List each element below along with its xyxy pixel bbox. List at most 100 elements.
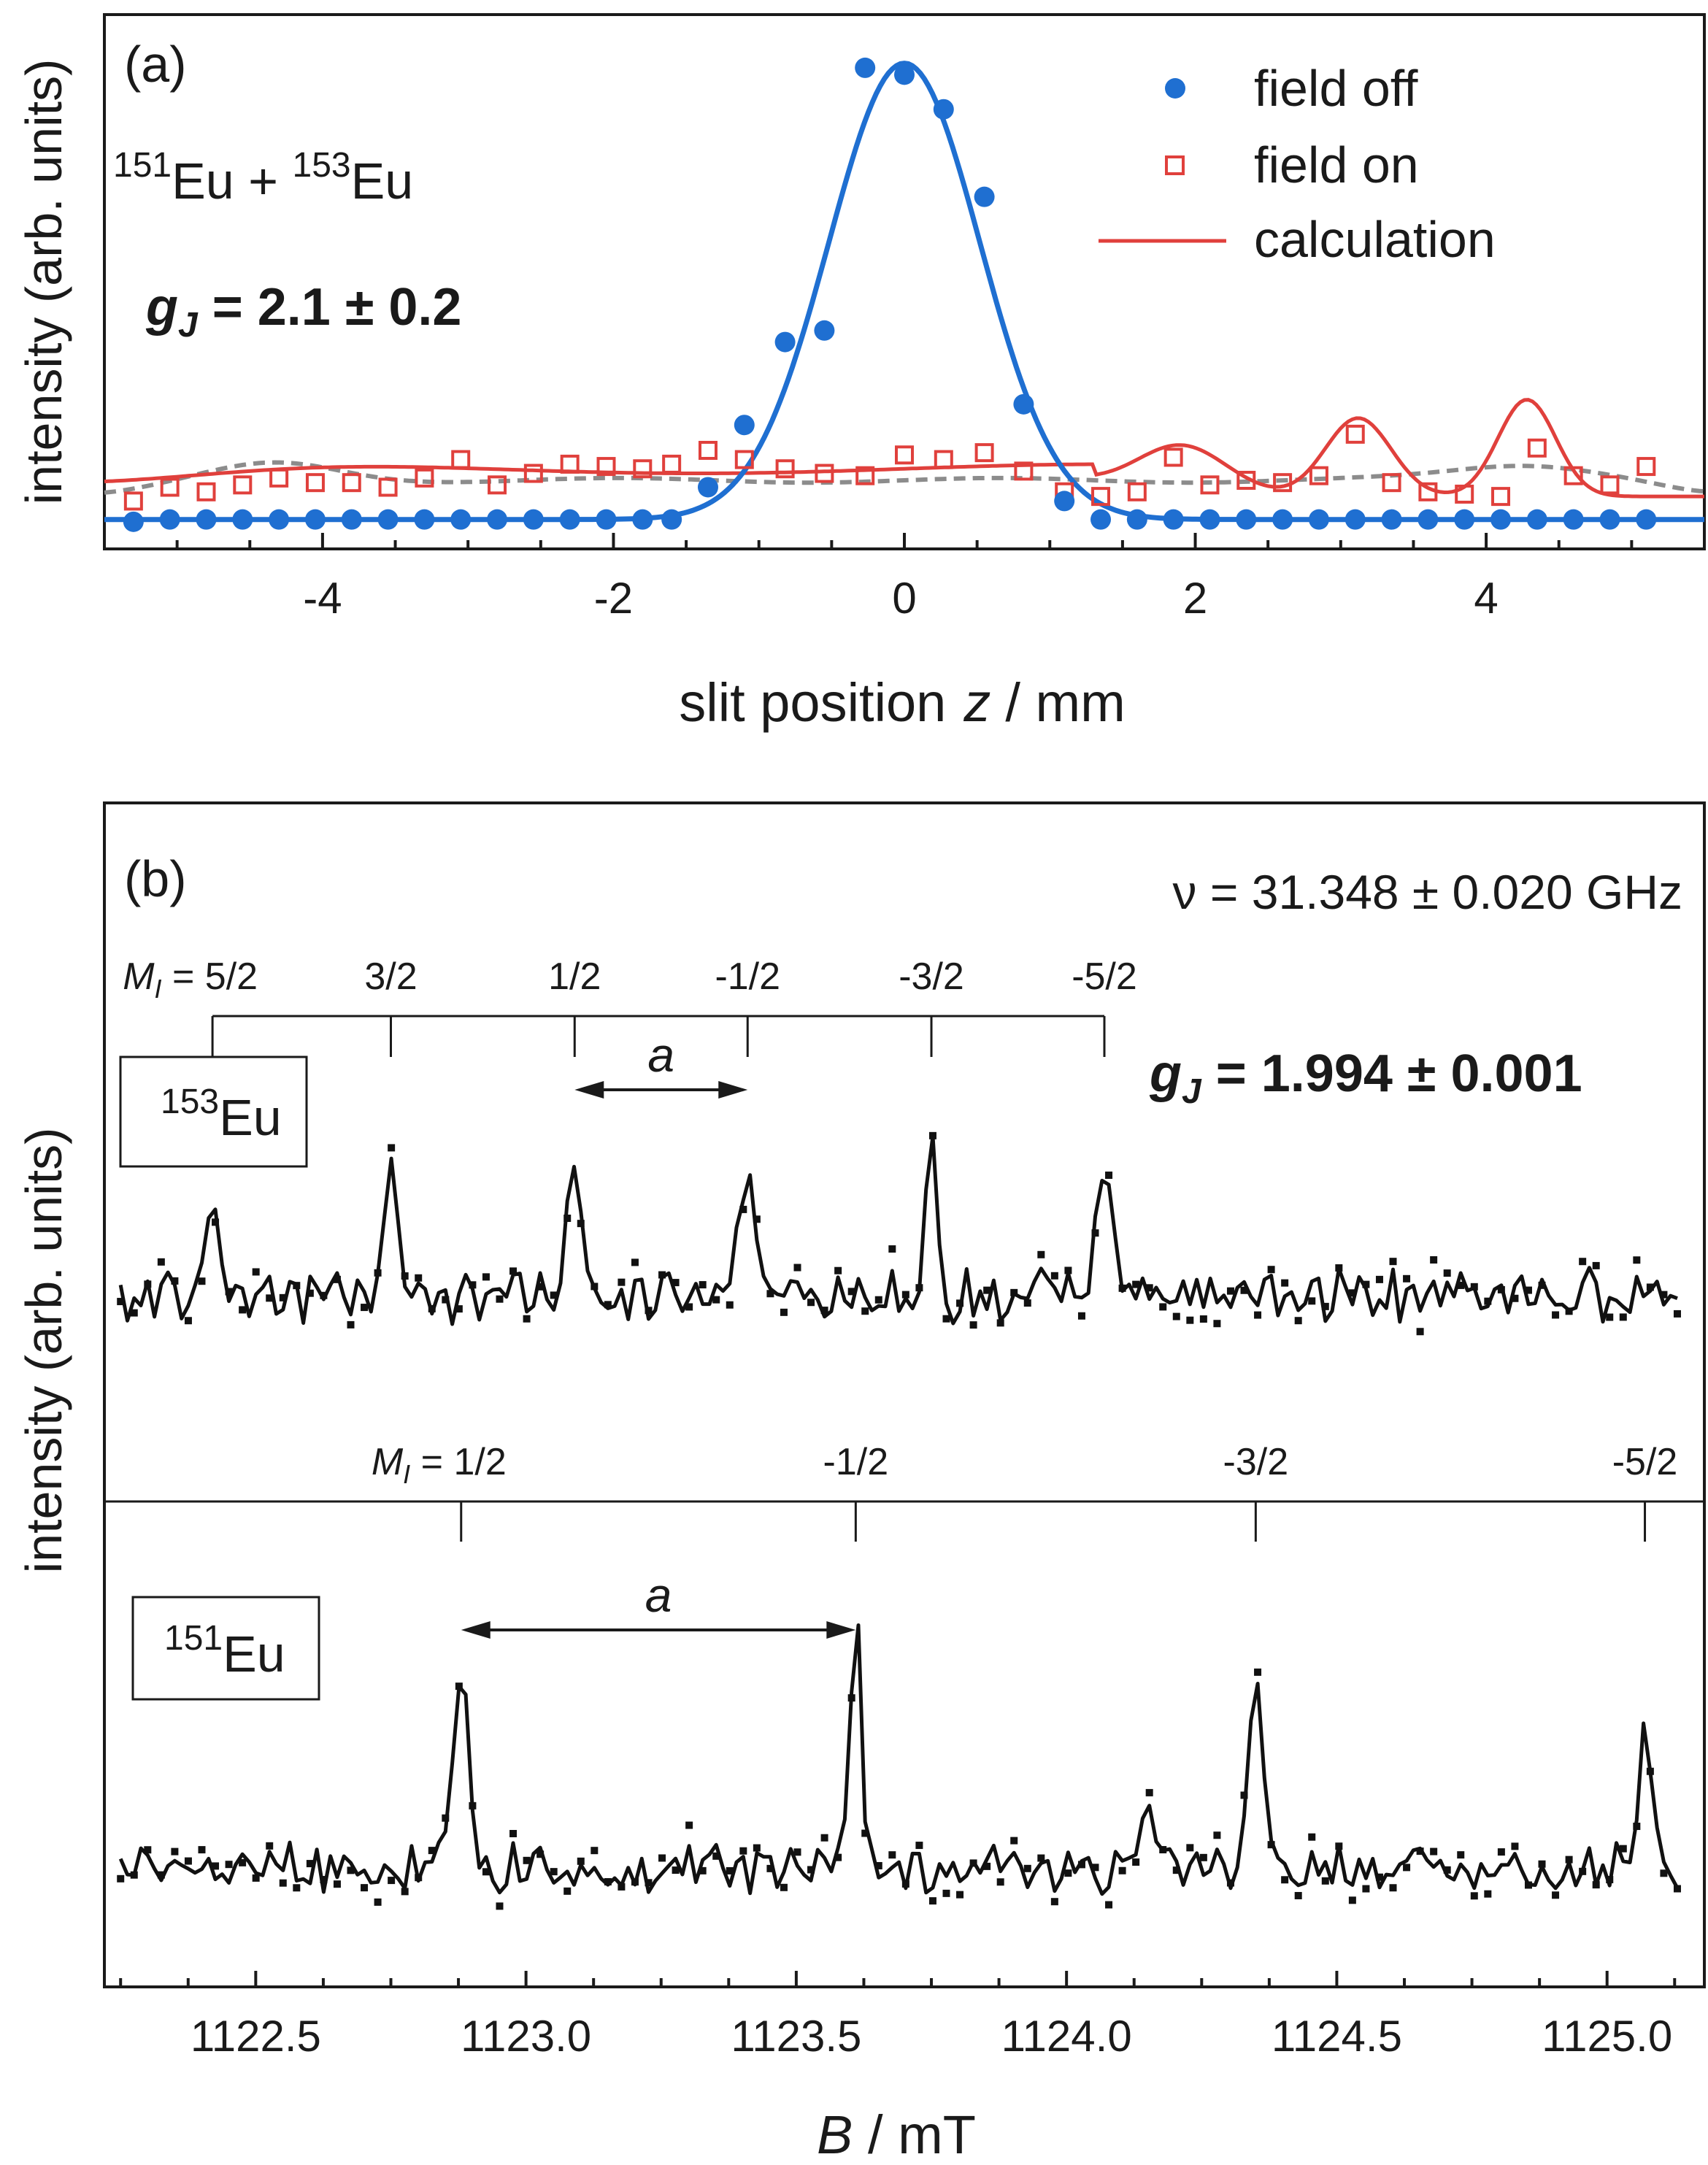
eu153-data-point — [780, 1308, 788, 1316]
eu151-data-point — [1050, 1898, 1058, 1906]
eu151-data-point — [333, 1880, 341, 1888]
eu153-data-point — [739, 1205, 747, 1213]
eu153-data-point — [1552, 1311, 1560, 1319]
eu151-data-point — [374, 1898, 382, 1906]
eu153-data-point — [239, 1306, 247, 1314]
eu153-data-point — [1673, 1310, 1681, 1318]
x-tick-label-b: 1123.5 — [731, 2012, 861, 2061]
eu151-data-point — [1335, 1842, 1343, 1850]
eu153-data-point — [1592, 1261, 1600, 1269]
field-off-point — [450, 509, 472, 530]
eu153-data-point — [1565, 1307, 1573, 1315]
eu153-data-point — [536, 1283, 545, 1291]
eu151-sup: 151 — [164, 1619, 223, 1658]
field-off-point — [523, 509, 544, 530]
eu151-mi-label: MI = 1/2 — [372, 1441, 507, 1489]
field-on-point — [560, 454, 580, 474]
eu151-data-point — [1389, 1884, 1397, 1892]
eu151-data-point — [1673, 1885, 1681, 1893]
eu151-data-point — [766, 1864, 774, 1872]
eu151-data-point — [739, 1847, 747, 1855]
eu151-data-point — [293, 1884, 301, 1892]
eu151-data-point — [482, 1868, 490, 1876]
field-off-point — [1308, 509, 1329, 530]
eu153-data-point — [1416, 1328, 1424, 1336]
field-off-point — [1272, 509, 1293, 530]
eu151-data-point — [1267, 1841, 1275, 1849]
x-tick-label-b: 1124.0 — [1001, 2012, 1132, 2061]
field-on-point — [698, 440, 718, 460]
eu153-label: 153Eu — [161, 1082, 282, 1146]
field-on-point — [269, 468, 289, 488]
eu153-mi-label: -3/2 — [899, 955, 964, 998]
field-on-point — [1127, 482, 1147, 501]
field-off-point — [1490, 509, 1512, 530]
eu153-data-point — [184, 1317, 192, 1325]
gj-b-sub: J — [1182, 1072, 1202, 1111]
field-on-point — [1600, 475, 1620, 495]
eu153-data-point — [901, 1291, 909, 1299]
field-off-point — [559, 509, 580, 530]
x-axis-a-main: slit position — [679, 672, 946, 733]
eu151-box — [131, 1596, 320, 1701]
nu-label: ν = 31.348 ± 0.020 GHz — [1173, 865, 1682, 919]
eu151-data-point — [820, 1834, 828, 1842]
x-axis-label-b: B / mT — [817, 2104, 976, 2165]
field-on-point — [1309, 466, 1328, 485]
eu151-data-point — [847, 1694, 855, 1702]
eu151-data-point — [1430, 1847, 1438, 1856]
eu151-data-point — [239, 1858, 247, 1866]
field-on-point — [1636, 457, 1656, 477]
field-on-point — [342, 473, 361, 493]
eu151-data-point — [1226, 1879, 1234, 1887]
eu153-data-point — [1077, 1312, 1085, 1320]
panel-b-x-ticks — [119, 1971, 1677, 1987]
eu151-data-point — [1348, 1896, 1356, 1904]
eu151-data-point — [1646, 1767, 1654, 1775]
eu153-data-point — [1091, 1229, 1099, 1237]
field-off-point — [974, 186, 995, 207]
field-on-point — [1563, 466, 1583, 485]
eu151-data-point — [1416, 1847, 1424, 1856]
field-off-point — [1563, 509, 1584, 530]
eu153-data-point — [415, 1274, 423, 1282]
eu153-data-point — [712, 1296, 720, 1304]
eu153-data-point — [1240, 1286, 1248, 1294]
gj-a-symbol: g — [145, 278, 178, 337]
field-on-point — [974, 443, 994, 463]
eu151-data-point — [807, 1866, 815, 1874]
field-on-point — [523, 464, 543, 483]
eu151-data-point — [1403, 1864, 1411, 1872]
eu151-data-point — [442, 1814, 450, 1822]
eu153-data-point — [1430, 1255, 1438, 1264]
eu151-data-point — [306, 1860, 314, 1868]
eu151-data-point — [1037, 1854, 1045, 1862]
eu153-data-point — [672, 1279, 680, 1287]
field-on-point — [633, 459, 653, 479]
field-on-point — [775, 459, 795, 479]
eu153-data-point — [983, 1286, 991, 1294]
y-axis-label-a: intensity (arb. units) — [15, 59, 72, 505]
eu151-mi-labels: MI = 1/2 -1/2 -3/2 -5/2 — [372, 1441, 1677, 1489]
field-on-point — [1418, 482, 1438, 501]
eu151-data-point — [266, 1842, 274, 1850]
eu151-data-point — [1199, 1853, 1207, 1861]
eu153-data-point — [1010, 1288, 1018, 1296]
eu153-data-point — [347, 1320, 355, 1328]
eu153-data-point — [685, 1303, 693, 1311]
eu151-data-point — [198, 1846, 206, 1854]
field-off-point — [632, 509, 653, 530]
iso-151-sup: 151 — [113, 146, 172, 185]
field-off-point — [774, 331, 796, 353]
eu153-data-point — [198, 1277, 206, 1285]
eu151-data-point — [1660, 1869, 1668, 1877]
eu153-data-point — [604, 1301, 612, 1309]
eu153-data-point — [1538, 1281, 1546, 1289]
eu153-data-point — [618, 1278, 626, 1286]
field-off-point — [661, 509, 682, 530]
field-on-point — [1455, 484, 1474, 504]
iso-eu: Eu — [351, 153, 414, 209]
eu153-data-point — [496, 1295, 504, 1303]
eu151-data-point — [1375, 1873, 1383, 1881]
eu153-name: Eu — [219, 1089, 282, 1146]
